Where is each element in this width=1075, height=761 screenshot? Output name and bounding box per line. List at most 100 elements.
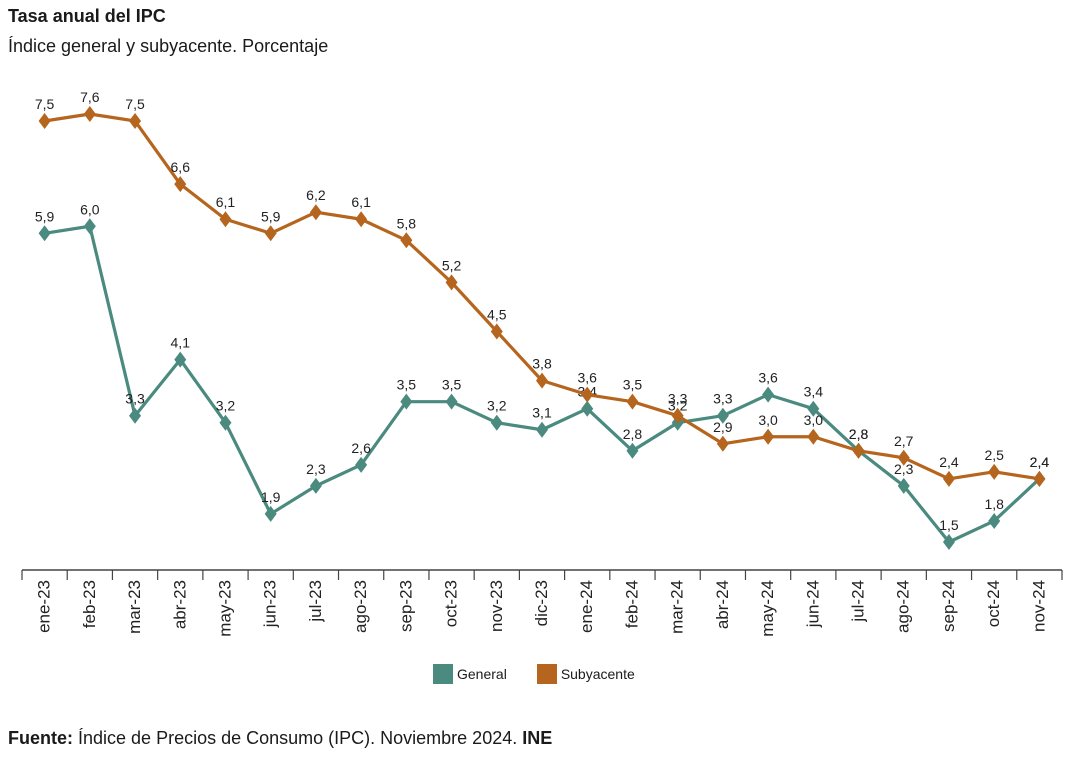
data-point-subyacente xyxy=(129,113,142,130)
data-point-subyacente xyxy=(264,225,277,242)
data-point-general xyxy=(942,534,955,550)
data-point-subyacente xyxy=(1033,470,1046,487)
data-point-subyacente xyxy=(83,106,96,122)
data-label-general: 1,9 xyxy=(261,489,281,505)
x-tick-label: nov-24 xyxy=(1029,580,1048,632)
data-label-subyacente: 4,5 xyxy=(487,307,507,323)
data-label-general: 2,3 xyxy=(894,461,914,477)
x-tick-label: jun-23 xyxy=(261,580,280,628)
x-tick-label: mar-24 xyxy=(668,580,687,634)
data-point-general xyxy=(581,400,594,417)
x-tick-label: mar-23 xyxy=(125,580,144,634)
data-point-subyacente xyxy=(490,323,503,340)
data-label-general: 2,6 xyxy=(351,440,371,456)
x-tick-label: sep-23 xyxy=(396,580,415,632)
data-label-subyacente: 3,0 xyxy=(804,412,824,428)
data-label-subyacente: 3,0 xyxy=(758,412,778,428)
legend-label-subyacente: Subyacente xyxy=(560,666,635,682)
data-label-subyacente: 2,4 xyxy=(939,454,959,470)
data-point-general xyxy=(626,442,639,459)
x-tick-label: oct-24 xyxy=(984,580,1003,627)
data-label-subyacente: 3,5 xyxy=(623,377,643,393)
data-point-general xyxy=(445,393,458,410)
chart-title: Tasa anual del IPC xyxy=(8,6,166,26)
data-label-general: 3,1 xyxy=(532,405,552,421)
data-point-subyacente xyxy=(626,393,639,410)
data-point-subyacente xyxy=(897,449,910,466)
data-point-general xyxy=(174,351,187,368)
data-label-general: 3,2 xyxy=(487,398,507,414)
data-point-general xyxy=(536,421,548,438)
data-label-subyacente: 7,5 xyxy=(125,96,145,112)
data-label-general: 3,3 xyxy=(125,391,145,407)
data-point-subyacente xyxy=(988,463,1001,480)
data-point-subyacente xyxy=(581,386,594,403)
data-point-general xyxy=(400,393,413,410)
x-tick-label: jul-24 xyxy=(849,580,868,623)
data-label-subyacente: 2,7 xyxy=(894,433,914,449)
data-point-general xyxy=(38,225,51,242)
legend-swatch-subyacente xyxy=(536,664,557,684)
source-note: Fuente: Índice de Precios de Consumo (IP… xyxy=(8,728,552,749)
data-point-general xyxy=(807,400,820,417)
data-point-subyacente xyxy=(445,274,458,291)
data-label-subyacente: 5,8 xyxy=(397,215,417,231)
data-label-general: 3,3 xyxy=(713,391,733,407)
data-label-general: 2,4 xyxy=(1030,454,1050,470)
x-tick-label: sep-24 xyxy=(939,580,958,632)
data-label-general: 3,5 xyxy=(397,377,417,393)
data-label-general: 1,5 xyxy=(939,517,959,533)
data-label-general: 3,5 xyxy=(442,377,462,393)
data-point-subyacente xyxy=(852,442,865,459)
data-label-subyacente: 2,9 xyxy=(713,419,733,435)
data-label-general: 4,1 xyxy=(171,335,191,351)
x-tick-label: ago-24 xyxy=(894,580,913,633)
source-org: INE xyxy=(522,728,553,748)
data-label-subyacente: 5,9 xyxy=(261,208,281,224)
data-label-general: 2,3 xyxy=(306,461,326,477)
x-tick-label: jul-23 xyxy=(306,580,325,623)
data-label-subyacente: 7,5 xyxy=(35,96,55,112)
data-label-general: 5,9 xyxy=(35,208,55,224)
x-tick-label: abr-24 xyxy=(713,580,732,629)
x-tick-label: dic-23 xyxy=(532,580,551,626)
data-point-subyacente xyxy=(671,407,684,424)
data-label-general: 2,8 xyxy=(849,426,869,442)
data-label-subyacente: 2,4 xyxy=(1030,454,1050,470)
x-tick-label: feb-23 xyxy=(80,580,99,628)
data-point-general xyxy=(355,456,368,473)
data-point-general xyxy=(129,407,142,424)
data-label-general: 3,4 xyxy=(804,384,824,400)
data-point-subyacente xyxy=(355,211,368,228)
data-label-general: 3,2 xyxy=(668,398,688,414)
legend-item-general[interactable]: General xyxy=(433,664,507,684)
data-label-general: 2,8 xyxy=(623,426,643,442)
data-point-subyacente xyxy=(219,211,232,228)
legend-swatch-general xyxy=(433,664,453,684)
data-point-subyacente xyxy=(174,176,187,193)
data-point-general xyxy=(716,407,729,424)
data-point-general xyxy=(219,414,232,431)
source-label: Fuente: xyxy=(8,728,73,748)
x-tick-label: feb-24 xyxy=(622,580,641,628)
data-point-general xyxy=(490,414,503,431)
data-point-subyacente xyxy=(38,113,51,130)
data-point-subyacente xyxy=(716,435,729,452)
data-point-general xyxy=(988,512,1001,529)
x-tick-label: ago-23 xyxy=(351,580,370,633)
data-label-subyacente: 5,2 xyxy=(442,257,462,273)
data-label-subyacente: 6,1 xyxy=(351,194,371,210)
data-label-general: 3,2 xyxy=(216,398,236,414)
line-chart: ene-23 feb-23 mar-23 abr-23 may-23 jun-23 jul-… xyxy=(21,89,1063,637)
data-point-general xyxy=(762,386,775,403)
data-label-subyacente: 2,5 xyxy=(984,447,1004,463)
legend-label-general: General xyxy=(457,666,507,682)
data-label-subyacente: 2,8 xyxy=(849,426,869,442)
data-label-subyacente: 3,8 xyxy=(532,356,552,372)
data-label-general: 6,0 xyxy=(80,201,100,217)
data-label-subyacente: 6,6 xyxy=(171,159,191,175)
legend-item-subyacente[interactable]: Subyacente xyxy=(536,664,635,684)
x-tick-label: ene-24 xyxy=(577,580,596,633)
data-point-general xyxy=(897,477,910,494)
data-label-general: 3,6 xyxy=(758,370,778,386)
